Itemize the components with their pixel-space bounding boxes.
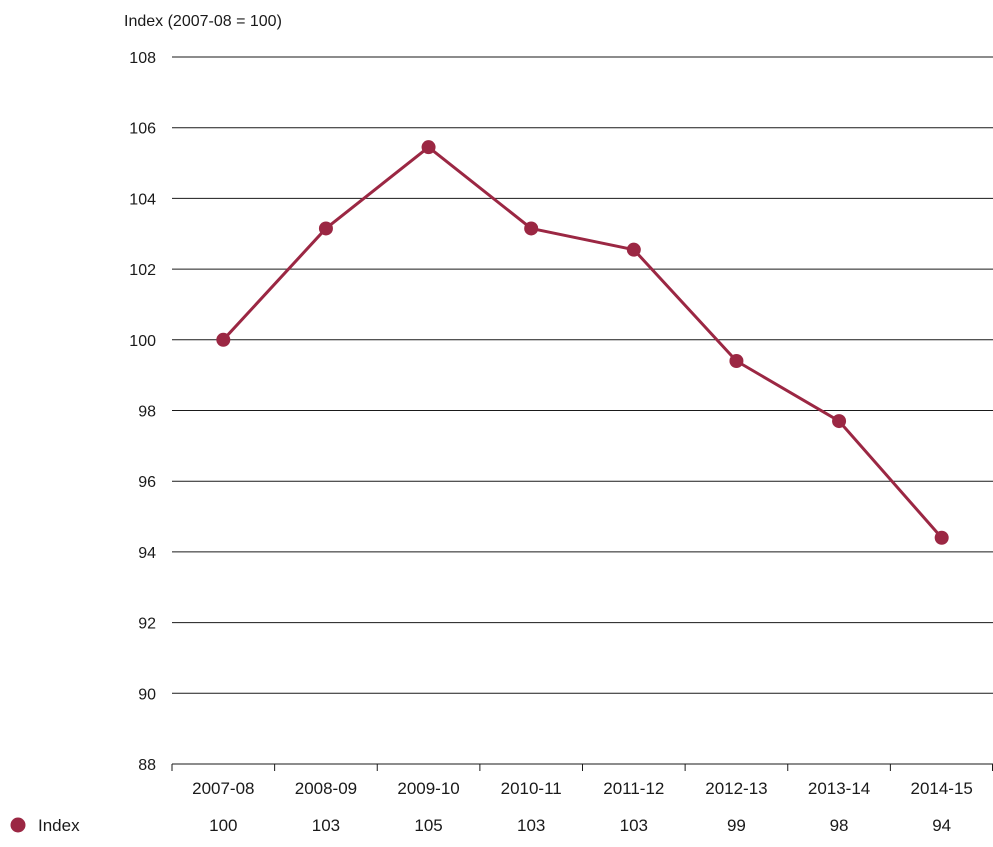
legend-marker xyxy=(10,817,26,833)
x-tick-label: 2011-12 xyxy=(603,779,664,798)
data-table-value: 103 xyxy=(620,816,648,835)
x-tick-label: 2013-14 xyxy=(808,779,870,798)
data-point xyxy=(832,414,847,429)
data-table-value: 100 xyxy=(209,816,237,835)
x-tick-label: 2014-15 xyxy=(910,779,972,798)
data-table-value: 99 xyxy=(727,816,746,835)
y-tick-label: 106 xyxy=(129,121,156,138)
x-tick-label: 2007-08 xyxy=(192,779,254,798)
y-tick-label: 96 xyxy=(138,474,156,491)
series-index xyxy=(216,140,949,545)
y-tick-label: 104 xyxy=(129,191,156,208)
y-tick-labels: 88 90 92 94 96 98 100 102 104 106 108 xyxy=(129,50,156,774)
data-table-value: 98 xyxy=(830,816,849,835)
x-tick-label: 2009-10 xyxy=(397,779,459,798)
gridlines xyxy=(172,56,993,765)
legend-label: Index xyxy=(38,816,80,835)
data-point xyxy=(626,242,641,257)
data-table: Index 100 103 105 103 103 99 98 94 xyxy=(10,816,951,835)
data-table-value: 105 xyxy=(414,816,442,835)
x-tick-label: 2008-09 xyxy=(295,779,357,798)
y-tick-label: 98 xyxy=(138,404,156,421)
y-tick-label: 108 xyxy=(129,50,156,67)
data-point xyxy=(318,221,333,236)
y-tick-label: 100 xyxy=(129,333,156,350)
y-axis-title: Index (2007-08 = 100) xyxy=(124,13,282,30)
y-tick-label: 90 xyxy=(138,686,156,703)
data-point xyxy=(934,530,949,545)
series-line xyxy=(222,145,943,539)
data-table-value: 103 xyxy=(312,816,340,835)
data-point xyxy=(216,332,231,347)
x-tick-label: 2012-13 xyxy=(705,779,767,798)
x-tick-label: 2010-11 xyxy=(501,779,562,798)
x-axis: 2007-08 2008-09 2009-10 2010-11 2011-12 2012-… xyxy=(171,764,993,798)
y-tick-label: 102 xyxy=(129,262,156,279)
data-point xyxy=(421,140,436,155)
y-tick-label: 94 xyxy=(138,545,156,562)
data-table-value: 94 xyxy=(932,816,951,835)
data-table-value: 103 xyxy=(517,816,545,835)
data-point xyxy=(729,354,744,369)
y-tick-label: 88 xyxy=(138,757,156,774)
data-point xyxy=(524,221,539,236)
y-tick-label: 92 xyxy=(138,616,156,633)
